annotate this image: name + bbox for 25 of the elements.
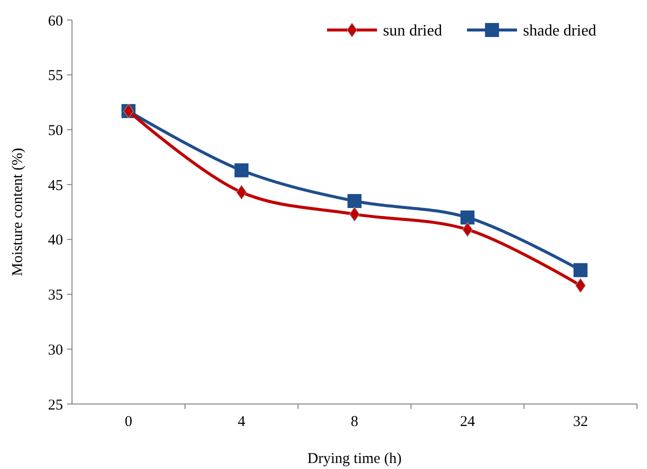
point: [236, 184, 247, 200]
x-tick-label: 24: [460, 414, 476, 430]
y-tick-label: 55: [48, 68, 63, 84]
x-tick-label: 8: [350, 414, 358, 430]
y-tick-label: 60: [48, 13, 63, 30]
x-axis-title: Drying time (h): [307, 451, 402, 467]
point: [575, 278, 586, 293]
y-tick-label: 45: [48, 178, 63, 194]
legend-label: shade dried: [523, 22, 596, 40]
point: [574, 263, 588, 278]
y-tick-label: 35: [48, 288, 63, 304]
x-tick-label: 32: [573, 414, 588, 430]
point: [348, 194, 362, 208]
point: [460, 210, 474, 224]
point: [462, 222, 473, 237]
x-tick-label: 4: [238, 414, 246, 430]
point: [234, 163, 248, 178]
y-tick-label: 40: [48, 232, 63, 249]
y-tick-label: 50: [48, 122, 63, 139]
point: [349, 206, 360, 222]
x-tick-label: 0: [124, 414, 132, 430]
y-axis-title: Moisture content (%): [10, 148, 26, 276]
y-tick-label: 25: [48, 397, 63, 414]
legend-label: sun dried: [383, 22, 442, 40]
y-tick-label: 30: [48, 342, 63, 358]
